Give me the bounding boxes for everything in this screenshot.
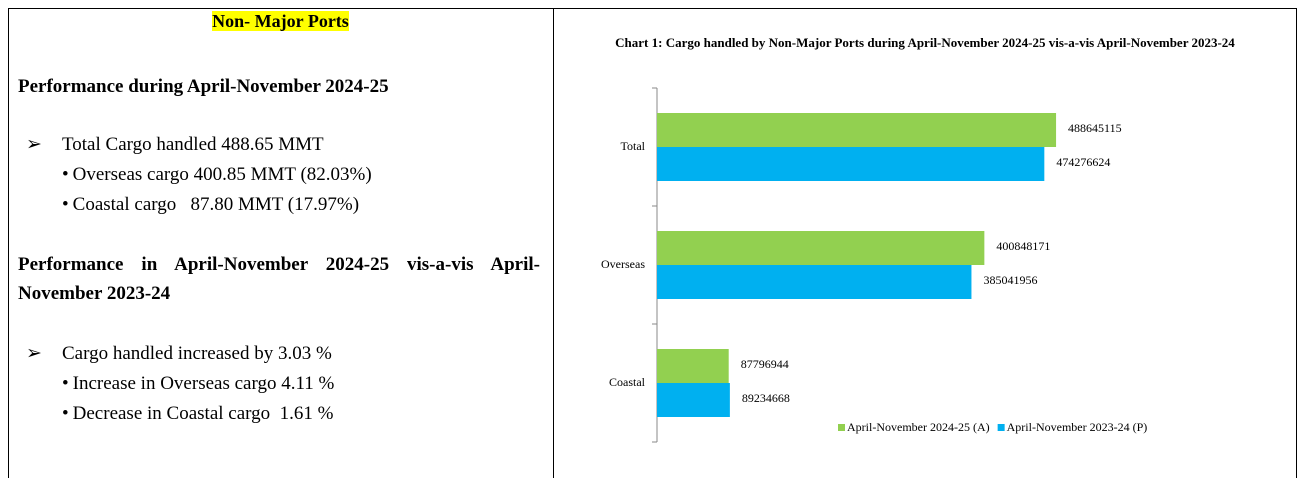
bar — [657, 383, 730, 417]
cell-divider — [553, 8, 554, 478]
bar — [657, 113, 1057, 147]
table-border — [8, 8, 1297, 478]
list-item: Decrease in Coastal cargo 1.61 % — [26, 399, 334, 429]
category-label: Overseas — [601, 257, 645, 271]
heading: Performance during April-November 2024-2… — [18, 76, 389, 97]
category-label: Total — [621, 139, 646, 153]
section-title-text: Non- Major Ports — [212, 11, 349, 31]
heading: Performance in April-November 2024-25 vi… — [18, 254, 540, 304]
list: Total Cargo handled 488.65 MMT Overseas … — [26, 130, 372, 220]
value-label: 488645115 — [1068, 121, 1122, 135]
list-item: Coastal cargo 87.80 MMT (17.97%) — [26, 190, 372, 220]
list-main: Total Cargo handled 488.65 MMT — [26, 130, 372, 160]
legend-swatch — [997, 424, 1005, 431]
value-label: 89234668 — [742, 391, 790, 405]
section-title: Non- Major Ports — [18, 11, 543, 32]
list: Cargo handled increased by 3.03 % Increa… — [26, 339, 334, 429]
legend-label: April-November 2023-24 (P) — [1007, 420, 1148, 434]
list-item: Increase in Overseas cargo 4.11 % — [26, 369, 335, 399]
category-label: Coastal — [609, 375, 646, 389]
value-label: 87796944 — [741, 357, 789, 371]
list-item: Overseas cargo 400.85 MMT (82.03%) — [26, 160, 372, 190]
value-label: 400848171 — [996, 239, 1050, 253]
chart-title: Chart 1: Cargo handled by Non-Major Port… — [615, 35, 1235, 50]
bar — [657, 349, 729, 383]
bar — [657, 147, 1045, 181]
bar — [657, 265, 972, 299]
list-main: Cargo handled increased by 3.03 % — [26, 339, 334, 369]
value-label: 474276624 — [1056, 155, 1110, 169]
left-panel: Non- Major Ports Performance during Apri… — [18, 8, 543, 424]
value-label: 385041956 — [983, 273, 1037, 287]
legend-label: April-November 2024-25 (A) — [847, 420, 990, 434]
bar — [657, 231, 985, 265]
legend-swatch — [838, 424, 845, 431]
